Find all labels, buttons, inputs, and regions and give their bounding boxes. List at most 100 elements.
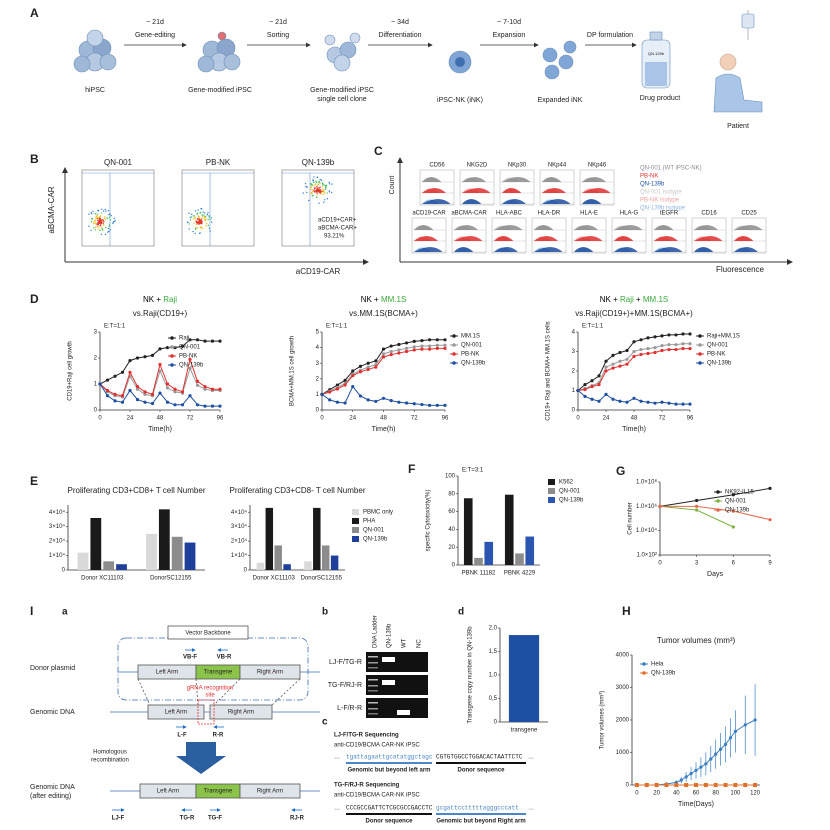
title-part: + (634, 295, 643, 304)
bar (146, 533, 157, 570)
point (335, 383, 339, 387)
point (660, 344, 664, 348)
stage-label: hiPSC (85, 87, 105, 94)
chart-title: Proliferating CD3+CD8+ T cell Number (68, 486, 206, 495)
flow-dot (318, 189, 320, 191)
flow-dot (197, 222, 199, 225)
point (150, 401, 155, 406)
flow-dot (198, 223, 201, 225)
point (604, 365, 608, 369)
point (128, 388, 132, 393)
point (165, 346, 170, 350)
flow-dot (104, 219, 107, 221)
box-label: Left Arm (157, 789, 179, 795)
point (404, 346, 409, 350)
flow-dot (313, 181, 315, 184)
point (158, 362, 162, 367)
flow-dot (188, 228, 190, 230)
flow-dot (198, 216, 200, 218)
x-tick-label: 100 (730, 791, 741, 797)
flow-dot (311, 191, 314, 193)
flow-dot (201, 220, 203, 223)
flow-dot (326, 198, 329, 200)
flow-dot (331, 183, 333, 185)
flow-dot (189, 216, 191, 219)
point (397, 348, 401, 352)
panel-letter: I (30, 604, 33, 618)
point (618, 350, 622, 355)
histogram-peak (414, 247, 443, 252)
flow-dot (313, 185, 315, 187)
flow-dot (201, 217, 203, 219)
histogram-peak (502, 199, 526, 204)
lane-label: DNA Ladder (373, 615, 379, 648)
flow-dot (208, 215, 210, 217)
point (634, 783, 639, 787)
y-tick-label: 1 (316, 392, 320, 398)
chart-subtitle: vs.Raji(CD19+) (133, 309, 188, 318)
flow-dot (94, 213, 96, 215)
flow-dot (208, 216, 210, 218)
bar (274, 545, 282, 570)
flow-dot (105, 210, 107, 212)
flow-dot (313, 189, 315, 192)
flow-dot (319, 186, 321, 189)
point (218, 387, 222, 391)
point (684, 783, 689, 787)
y-tick-label: 2×10⁴ (231, 538, 248, 545)
flow-dot (93, 227, 95, 229)
histogram-peak (614, 247, 638, 252)
flow-dot (110, 214, 112, 217)
legend-label: MM.1S (461, 334, 480, 340)
arrow-time: ~ 21d (146, 19, 164, 26)
point (428, 344, 432, 348)
point (646, 346, 650, 351)
flow-dot (200, 226, 203, 229)
flow-dot (108, 213, 110, 216)
x-tick-label: 96 (687, 416, 694, 422)
legend-marker (716, 499, 720, 503)
y-tick-label: 0 (626, 783, 630, 789)
histogram-peak (494, 225, 523, 230)
histogram-peak (462, 188, 491, 193)
flow-dot (100, 219, 103, 221)
y-axis-label: Tumor volumes (mm³) (600, 691, 606, 750)
legend-marker (170, 354, 174, 358)
arrow-label: Gene-editing (135, 32, 175, 39)
legend-swatch (548, 488, 555, 494)
flow-dot (310, 186, 313, 188)
point (343, 378, 347, 382)
flow-dot (324, 192, 326, 194)
flow-dot (90, 217, 93, 220)
flow-dot (96, 225, 98, 228)
point (639, 352, 643, 357)
row-label: Genomic DNA (30, 709, 75, 716)
y-tick-label: 4 (572, 330, 576, 336)
point (366, 365, 370, 369)
ellipsis: … (334, 806, 340, 812)
flow-dot (190, 213, 193, 215)
flow-dot (316, 185, 318, 188)
stage-label: Gene-modified iPSC (310, 87, 374, 94)
marker-label: HLA-G (620, 211, 639, 217)
panel-letter: D (30, 292, 39, 306)
point (618, 399, 622, 403)
flow-dot (104, 216, 106, 218)
seq-title: LJ-F/TG-R Sequencing (334, 733, 399, 739)
step-label: Homologous (93, 750, 127, 756)
marker-label: HLA-E (580, 211, 598, 217)
legend-marker (716, 490, 720, 494)
sequence: gcgattcctttttagggcccatt (436, 805, 519, 812)
flow-dot (312, 180, 314, 182)
flow-dot (99, 221, 101, 223)
point (597, 399, 601, 403)
flow-dot (199, 220, 201, 222)
point (604, 369, 608, 373)
flow-dot (318, 202, 320, 204)
point (135, 398, 140, 402)
title-part: MM.1S (643, 295, 668, 304)
stage-label: Patient (727, 123, 749, 130)
series-line (321, 385, 445, 406)
flow-dot (201, 222, 203, 224)
flow-dot (321, 185, 324, 188)
